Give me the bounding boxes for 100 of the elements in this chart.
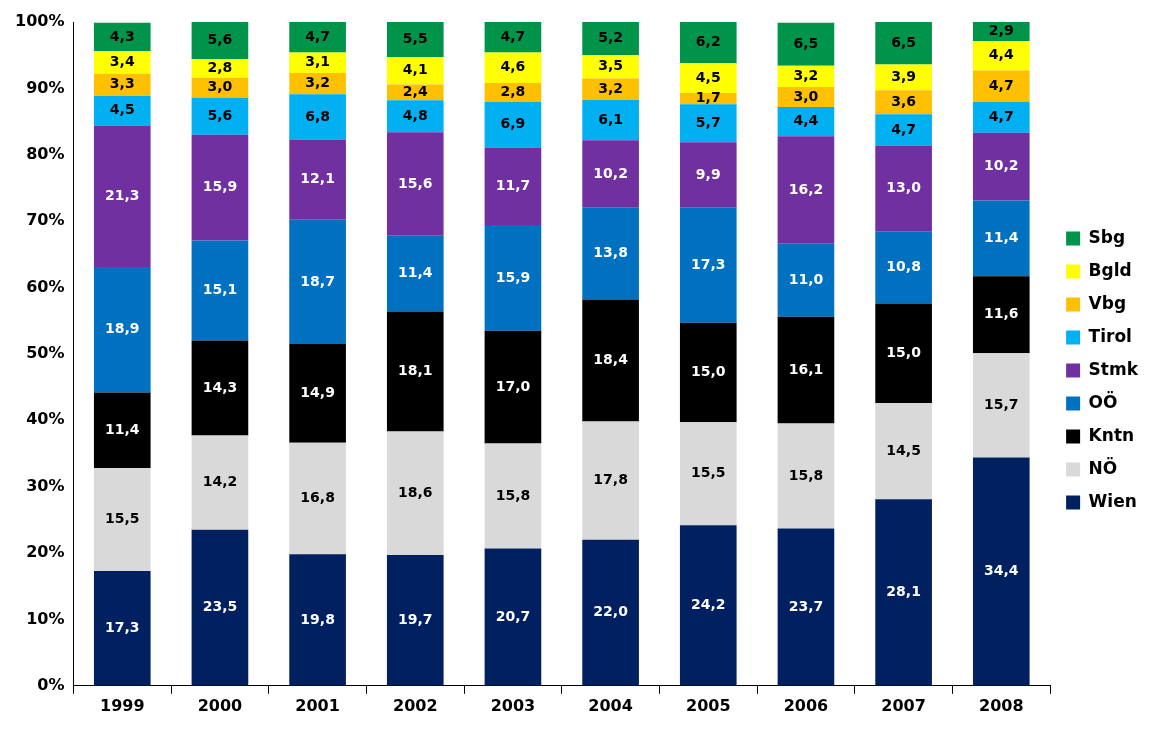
y-tick-label: 0%	[37, 674, 65, 694]
bar	[777, 316, 835, 424]
y-tick-label: 80%	[26, 143, 65, 163]
data-label: 6,2	[695, 33, 721, 50]
data-label: 18,7	[300, 272, 335, 289]
data-label: 16,1	[788, 360, 824, 377]
data-label: 11,4	[104, 420, 140, 437]
data-label: 3,1	[305, 53, 331, 70]
bar	[484, 330, 542, 444]
bar	[289, 94, 346, 140]
bar	[777, 136, 835, 244]
bar	[875, 22, 932, 65]
data-label: 2,4	[402, 83, 428, 99]
bar	[972, 276, 1030, 354]
data-label: 6,1	[598, 110, 624, 127]
data-label: 13,0	[886, 179, 922, 196]
data-label: 4,7	[305, 27, 331, 44]
data-label: 10,2	[593, 164, 628, 181]
bar	[191, 529, 249, 686]
bar	[386, 22, 444, 58]
bar	[93, 392, 151, 469]
bar	[582, 99, 639, 141]
bar	[875, 499, 932, 686]
bar	[972, 200, 1030, 277]
y-tick-label: 100%	[14, 11, 65, 31]
data-label: 2,8	[500, 83, 526, 99]
data-label: 3,9	[891, 68, 917, 85]
bar	[972, 457, 1030, 686]
data-label: 5,6	[207, 106, 233, 123]
data-label: 18,6	[397, 483, 433, 500]
data-label: 20,7	[495, 607, 531, 624]
bar	[93, 266, 151, 393]
bar	[582, 539, 639, 686]
bar	[386, 311, 444, 432]
bar	[386, 431, 444, 556]
data-label: 4,7	[891, 120, 917, 137]
data-label: 18,9	[104, 320, 140, 337]
bar	[93, 51, 151, 74]
data-label: 14,3	[202, 378, 238, 395]
data-label: 3,0	[793, 87, 819, 104]
data-label: 28,1	[886, 583, 921, 600]
bar	[875, 114, 932, 146]
bar	[289, 442, 346, 555]
bar	[191, 134, 249, 241]
data-label: 18,1	[397, 362, 433, 379]
data-label: 6,8	[305, 107, 331, 124]
data-label: 34,4	[984, 562, 1019, 579]
bar	[289, 343, 346, 443]
y-tick-label: 60%	[26, 276, 65, 296]
x-tick-label: 2005	[686, 695, 731, 715]
bar	[875, 90, 932, 115]
bar	[386, 57, 444, 85]
data-label: 3,2	[793, 67, 819, 84]
bar	[191, 22, 249, 60]
bar	[972, 132, 1030, 201]
x-tick-label: 2002	[393, 695, 438, 715]
data-label: 17,0	[495, 377, 531, 394]
bar	[679, 422, 737, 526]
bar	[582, 78, 639, 100]
data-label: 6,9	[500, 115, 526, 132]
data-label: 5,5	[402, 29, 428, 46]
legend-label: Vbg	[1088, 292, 1127, 313]
data-label: 15,0	[886, 343, 922, 360]
data-label: 14,9	[300, 384, 335, 401]
data-label: 15,7	[984, 395, 1019, 412]
data-label: 4,5	[695, 68, 721, 85]
bar	[484, 548, 542, 686]
bar	[582, 207, 639, 300]
data-label: 4,7	[988, 76, 1014, 93]
data-label: 16,2	[788, 180, 824, 197]
data-label: 4,6	[500, 58, 526, 75]
data-label: 3,2	[598, 79, 624, 96]
data-label: 4,8	[402, 106, 428, 123]
data-label: 3,4	[109, 53, 135, 70]
data-label: 5,7	[695, 113, 721, 130]
data-label: 19,8	[300, 610, 335, 627]
bar	[582, 421, 639, 540]
bar	[679, 525, 737, 686]
x-tick-label: 1999	[100, 695, 145, 715]
data-label: 3,3	[109, 75, 135, 92]
data-label: 4,1	[402, 61, 428, 78]
data-label: 11,4	[397, 264, 433, 281]
bar	[484, 22, 542, 53]
data-label: 10,8	[886, 258, 921, 275]
bar	[191, 340, 249, 436]
data-label: 11,4	[984, 229, 1019, 246]
data-label: 12,1	[300, 170, 335, 187]
bar	[777, 22, 835, 66]
bar	[386, 235, 444, 312]
y-tick-label: 40%	[26, 409, 65, 429]
data-label: 15,6	[397, 174, 433, 191]
data-label: 6,5	[891, 33, 917, 50]
data-label: 10,2	[984, 157, 1019, 174]
x-tick-label: 2007	[881, 695, 926, 715]
x-tick-label: 2001	[295, 695, 340, 715]
legend-label: OÖ	[1088, 390, 1118, 412]
legend-label: NÖ	[1088, 456, 1118, 478]
data-label: 4,7	[988, 107, 1014, 124]
data-label: 15,5	[104, 510, 140, 527]
data-label: 15,0	[691, 363, 726, 380]
